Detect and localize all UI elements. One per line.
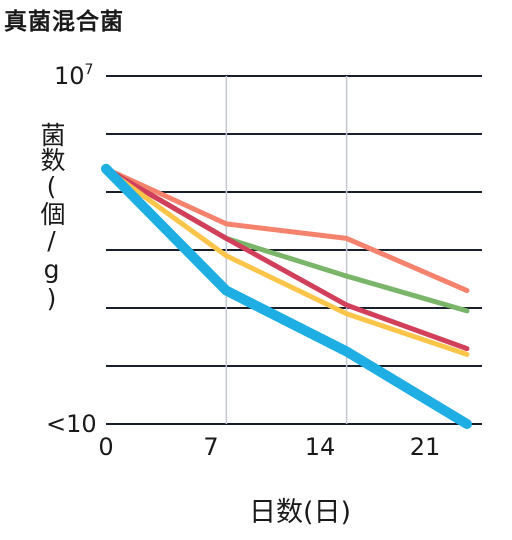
y-axis-label: 菌数(個/g) — [37, 122, 66, 313]
series-line-3 — [103, 166, 470, 352]
series-line-2 — [103, 166, 470, 314]
x-axis-label: 日数(日) — [248, 497, 352, 528]
x-tick-label: 14 — [305, 433, 336, 461]
series-line-1 — [103, 166, 470, 294]
y-tick-bottom: <10 — [46, 410, 97, 438]
chart-title: 真菌混合菌 — [4, 9, 124, 35]
vertical-gridlines — [225, 76, 348, 424]
horizontal-gridlines — [106, 75, 482, 425]
y-tick-top: 107 — [54, 62, 93, 90]
series-lines — [101, 163, 472, 429]
series-line-4 — [103, 166, 470, 357]
x-tick-labels: 0 7 14 21 — [98, 433, 440, 461]
x-tick-label: 0 — [98, 433, 113, 461]
series-line-5 — [101, 163, 472, 429]
x-tick-label: 21 — [410, 433, 441, 461]
x-tick-label: 7 — [203, 433, 218, 461]
